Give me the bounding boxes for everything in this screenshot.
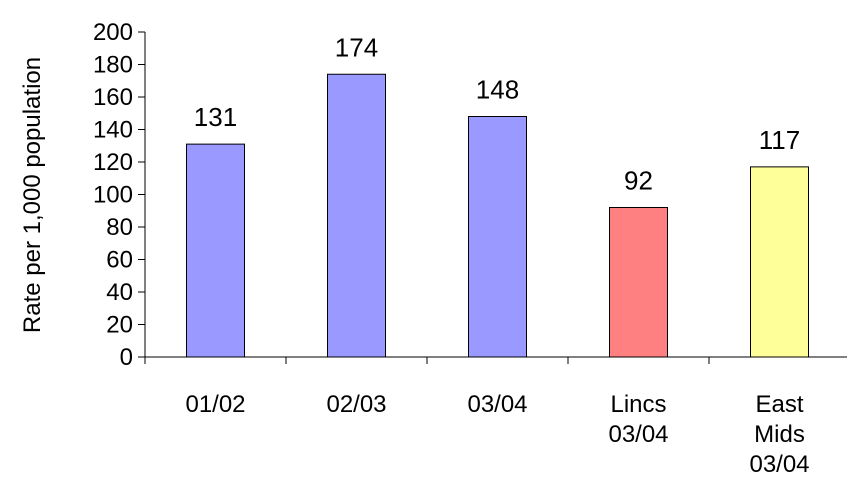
category-labels: 01/02 02/03 03/04 Lincs 03/04 East Mids 03/04 bbox=[185, 391, 809, 478]
data-label: 148 bbox=[476, 75, 519, 105]
data-label: 117 bbox=[759, 125, 800, 155]
category-label: 03/04 bbox=[467, 391, 527, 418]
bar bbox=[186, 143, 245, 358]
y-tick-label: 0 bbox=[120, 344, 133, 371]
data-label: 174 bbox=[335, 32, 378, 62]
category-label: 02/03 bbox=[326, 391, 386, 418]
data-label: 131 bbox=[194, 102, 237, 132]
y-tick-label: 20 bbox=[106, 312, 133, 339]
category-label: East Mids 03/04 bbox=[749, 391, 809, 478]
y-tick-label: 200 bbox=[93, 19, 133, 46]
bars bbox=[186, 73, 809, 358]
y-tick-label: 120 bbox=[93, 149, 133, 176]
y-tick-label: 100 bbox=[93, 182, 133, 209]
y-axis-title: Rate per 1,000 population bbox=[19, 57, 46, 333]
bar bbox=[327, 73, 386, 358]
data-label: 92 bbox=[624, 166, 653, 196]
data-labels: 131 174 148 92 117 bbox=[194, 32, 800, 195]
y-tick-label: 40 bbox=[106, 279, 133, 306]
y-tick-label: 60 bbox=[106, 247, 133, 274]
category-label: 01/02 bbox=[185, 391, 245, 418]
y-axis: 0 20 40 60 80 100 120 140 160 180 200 bbox=[93, 19, 146, 371]
y-tick-label: 180 bbox=[93, 52, 133, 79]
bar bbox=[609, 207, 668, 358]
bar bbox=[750, 166, 809, 358]
category-label: Lincs 03/04 bbox=[608, 391, 668, 448]
x-axis bbox=[144, 356, 847, 364]
y-tick-label: 160 bbox=[93, 84, 133, 111]
y-tick-label: 140 bbox=[93, 117, 133, 144]
y-tick-label: 80 bbox=[106, 214, 133, 241]
bar bbox=[468, 116, 527, 358]
